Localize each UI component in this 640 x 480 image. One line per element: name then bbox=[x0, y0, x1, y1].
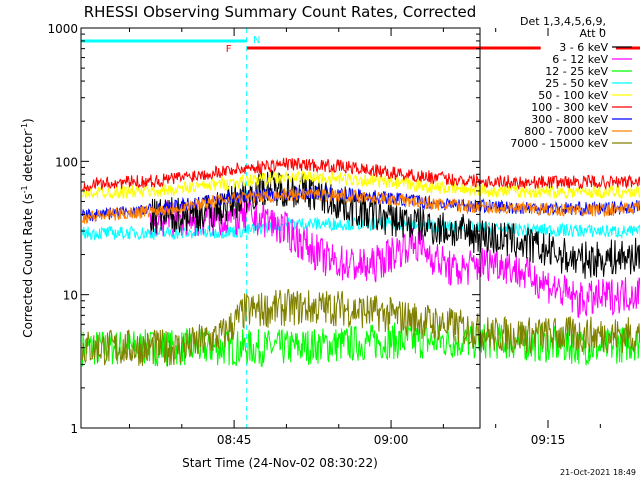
flare-flag-label: F bbox=[226, 44, 232, 55]
x-tick-label: 08:45 bbox=[217, 433, 252, 447]
y-axis-label-exponent-1: -1 bbox=[20, 185, 29, 193]
y-tick-label: 1 bbox=[70, 422, 78, 436]
legend-entry-label: 50 - 100 keV bbox=[538, 89, 608, 102]
legend-entry-label: 6 - 12 keV bbox=[552, 53, 608, 66]
y-tick-label: 100 bbox=[55, 155, 78, 169]
y-axis: 1 10 100 1000 bbox=[47, 22, 480, 436]
series-line-7000-15000-kev bbox=[81, 288, 640, 367]
legend-entry-label: 300 - 800 keV bbox=[531, 113, 608, 126]
series-line-100-300-kev bbox=[81, 157, 640, 192]
legend-entry-label: 100 - 300 keV bbox=[531, 101, 608, 114]
legend-entry-label: 800 - 7000 keV bbox=[524, 125, 608, 138]
x-tick-label: 09:00 bbox=[374, 433, 409, 447]
series-line-800-7000-kev bbox=[81, 187, 640, 225]
plot-frame bbox=[80, 27, 481, 429]
series-line-25-50-kev bbox=[81, 216, 640, 242]
y-axis-label: Corrected Count Rate (s-1 detector-1) bbox=[20, 118, 35, 337]
legend-header-line: Det 1,3,4,5,6,9, bbox=[520, 15, 606, 28]
y-tick-label: 10 bbox=[63, 289, 78, 303]
series-line-6-12-kev bbox=[149, 198, 640, 319]
series-line-3-6-kev bbox=[149, 169, 640, 279]
legend-entry-label: 3 - 6 keV bbox=[559, 41, 608, 54]
y-axis-label-end: ) bbox=[21, 118, 35, 123]
y-axis-label-unit: detector bbox=[21, 131, 35, 186]
x-axis-label: Start Time (24-Nov-02 08:30:22) bbox=[182, 456, 378, 470]
y-axis-label-exponent-2: -1 bbox=[20, 123, 29, 131]
footer-timestamp: 21-Oct-2021 18:49 bbox=[560, 468, 636, 477]
y-axis-label-main: Corrected Count Rate (s bbox=[21, 193, 35, 337]
series-line-50-100-kev bbox=[82, 170, 640, 200]
series-layer bbox=[81, 157, 640, 367]
y-tick-label: 1000 bbox=[47, 22, 78, 36]
x-tick-label: 09:15 bbox=[531, 433, 566, 447]
legend-header-line: Att 0 bbox=[580, 27, 606, 40]
legend-entry-label: 25 - 50 keV bbox=[545, 77, 608, 90]
legend-entry-label: 12 - 25 keV bbox=[545, 65, 608, 78]
legend-entry-label: 7000 - 15000 keV bbox=[510, 137, 608, 150]
chart-title: RHESSI Observing Summary Count Rates, Co… bbox=[84, 3, 477, 21]
night-flag-label: N bbox=[253, 35, 260, 46]
